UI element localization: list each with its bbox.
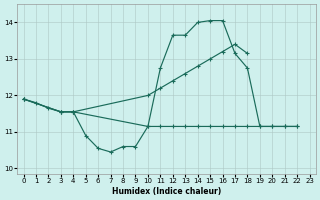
X-axis label: Humidex (Indice chaleur): Humidex (Indice chaleur) (112, 187, 221, 196)
